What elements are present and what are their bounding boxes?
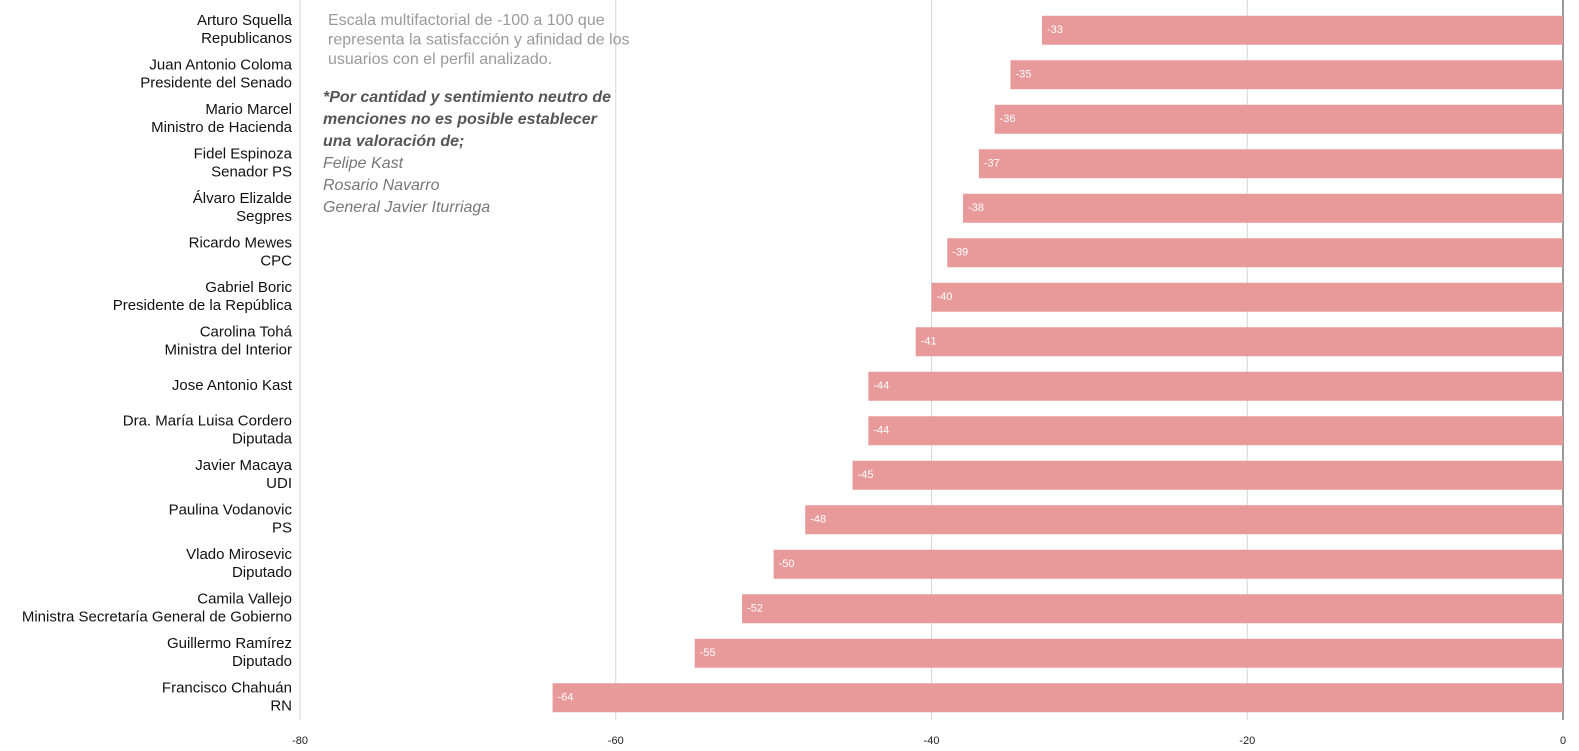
x-tick-label: -80 (292, 735, 308, 747)
bar-value-label: -44 (873, 380, 889, 392)
bar (915, 327, 1563, 357)
bar-value-label: -40 (937, 291, 953, 303)
y-tick-label: Javier Macaya (195, 457, 292, 474)
bar (852, 460, 1563, 490)
y-tick-label: Presidente del Senado (140, 75, 292, 92)
bar-value-label: -52 (747, 603, 763, 615)
y-tick-label: Ricardo Mewes (189, 235, 292, 252)
bar (694, 638, 1563, 668)
y-tick-label: RN (270, 698, 292, 715)
bar (742, 594, 1563, 624)
y-tick-label: Paulina Vodanovic (169, 502, 293, 519)
bar (1010, 60, 1563, 90)
y-tick-label: Francisco Chahuán (162, 680, 292, 697)
y-tick-label: Álvaro Elizalde (193, 190, 292, 207)
x-tick-label: 0 (1560, 735, 1566, 747)
y-tick-label: Fidel Espinoza (194, 146, 293, 163)
bar-value-label: -44 (873, 425, 889, 437)
bar (931, 282, 1563, 312)
bar-value-label: -50 (779, 558, 795, 570)
annotation-note: *Por cantidad y sentimiento neutro de (323, 89, 611, 106)
bar-value-label: -38 (968, 202, 984, 214)
bar (963, 193, 1563, 223)
annotation-description: usuarios con el perfil analizado. (328, 51, 552, 68)
annotation-name: General Javier Iturriaga (323, 199, 490, 216)
y-tick-label: Ministra Secretaría General de Gobierno (22, 609, 292, 626)
annotation-name: Felipe Kast (323, 155, 404, 172)
y-tick-label: Segpres (236, 208, 292, 225)
bar-value-label: -39 (952, 247, 968, 259)
y-tick-label: Ministra del Interior (164, 342, 292, 359)
y-tick-label: Gabriel Boric (205, 279, 292, 296)
annotation-name: Rosario Navarro (323, 177, 440, 194)
y-tick-label: Juan Antonio Coloma (149, 57, 292, 74)
y-tick-label: Diputado (232, 564, 292, 581)
bar-value-label: -48 (810, 514, 826, 526)
x-tick-label: -20 (1239, 735, 1255, 747)
bar (868, 416, 1563, 446)
y-tick-label: Carolina Tohá (200, 324, 293, 341)
x-tick-label: -60 (608, 735, 624, 747)
y-tick-label: Camila Vallejo (197, 591, 292, 608)
y-tick-label: Vlado Mirosevic (186, 546, 292, 563)
y-tick-label: Diputada (232, 431, 293, 448)
y-tick-label: Dra. María Luisa Cordero (123, 413, 292, 430)
bar-value-label: -45 (858, 469, 874, 481)
bar (978, 149, 1563, 179)
bar-value-label: -36 (1000, 113, 1016, 125)
y-tick-label: Jose Antonio Kast (172, 377, 293, 394)
bar (868, 371, 1563, 401)
y-tick-label: Arturo Squella (197, 12, 293, 29)
bar (552, 683, 1563, 713)
y-tick-label: Guillermo Ramírez (167, 635, 292, 652)
annotation-description: representa la satisfacción y afinidad de… (328, 32, 630, 49)
y-tick-label: Mario Marcel (205, 101, 292, 118)
y-tick-label: UDI (266, 475, 292, 492)
x-tick-label: -40 (924, 735, 940, 747)
y-tick-label: Diputado (232, 653, 292, 670)
y-tick-label: Presidente de la República (113, 297, 293, 314)
y-tick-label: CPC (260, 253, 292, 270)
bar (805, 505, 1563, 535)
y-tick-label: Senador PS (211, 164, 292, 181)
annotation-description: Escala multifactorial de -100 a 100 que (328, 12, 605, 29)
bar (1042, 15, 1563, 45)
y-tick-label: PS (272, 520, 292, 537)
bar-value-label: -37 (984, 158, 1000, 170)
bar-value-label: -55 (700, 647, 716, 659)
bar-value-label: -35 (1015, 69, 1031, 81)
bar-value-label: -41 (921, 336, 937, 348)
bar (994, 104, 1563, 134)
y-tick-label: Ministro de Hacienda (151, 119, 293, 136)
annotation-note: una valoración de; (323, 133, 464, 150)
bar-value-label: -33 (1047, 24, 1063, 36)
annotation-note: menciones no es posible establecer (323, 111, 598, 128)
bar-value-label: -64 (558, 692, 574, 704)
y-tick-label: Republicanos (201, 30, 292, 47)
bar (773, 549, 1563, 579)
bar (947, 238, 1563, 268)
